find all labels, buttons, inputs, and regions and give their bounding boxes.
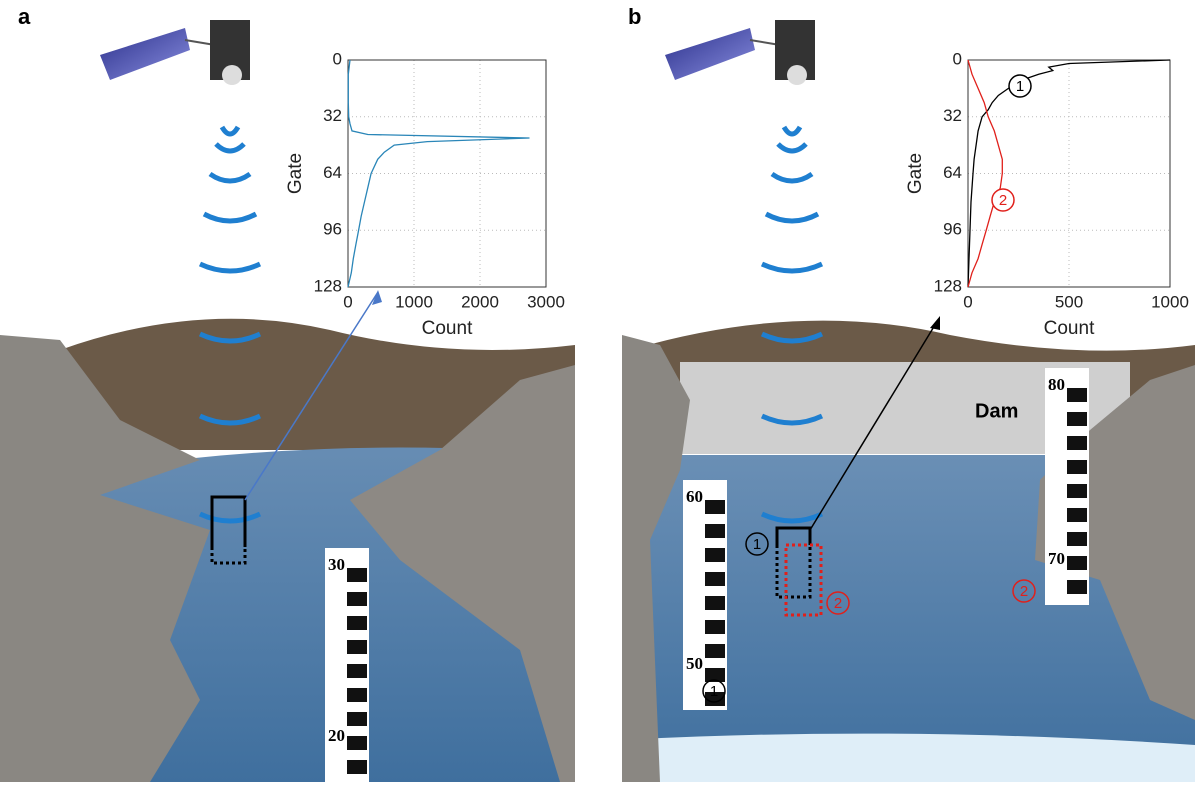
y-tick-label: 96 — [323, 220, 342, 239]
gauge-number: 80 — [1048, 375, 1065, 394]
gauge-mark — [705, 620, 725, 634]
gauge-number: 50 — [686, 654, 703, 673]
gauge-mark — [1067, 508, 1087, 522]
y-tick-label: 64 — [943, 163, 962, 182]
gauge-mark — [705, 524, 725, 538]
gauge-mark — [1067, 580, 1087, 594]
pulse — [204, 214, 256, 221]
marker-label: 2 — [1020, 583, 1028, 600]
panel-label: a — [18, 4, 31, 29]
x-axis-label: Count — [422, 318, 473, 339]
gauge-mark — [705, 644, 725, 658]
gauge-mark — [1067, 532, 1087, 546]
x-tick-label: 500 — [1055, 292, 1083, 311]
y-tick-label: 32 — [943, 106, 962, 125]
pulse — [200, 264, 260, 271]
gauge-mark — [347, 688, 367, 702]
x-tick-label: 0 — [343, 292, 352, 311]
marker-label: 1 — [710, 683, 718, 700]
marker-label: 2 — [834, 595, 842, 612]
y-tick-label: 32 — [323, 106, 342, 125]
gauge-number: 70 — [1048, 549, 1065, 568]
x-axis-label: Count — [1044, 318, 1095, 339]
pulse — [778, 144, 806, 151]
gauge-mark — [347, 640, 367, 654]
gauge-mark — [1067, 388, 1087, 402]
y-tick-label: 128 — [934, 276, 962, 295]
gauge-mark — [347, 736, 367, 750]
gauge-mark — [347, 664, 367, 678]
gauge-number: 30 — [328, 555, 345, 574]
x-tick-label: 0 — [963, 292, 972, 311]
y-axis-label: Gate — [285, 153, 306, 194]
y-tick-label: 0 — [953, 49, 962, 68]
x-tick-label: 3000 — [527, 292, 565, 311]
pulse — [222, 127, 238, 134]
pulse — [784, 127, 800, 134]
x-tick-label: 1000 — [1151, 292, 1189, 311]
marker-label: 1 — [753, 536, 761, 553]
gauge-mark — [1067, 436, 1087, 450]
gauge-number: 60 — [686, 487, 703, 506]
pulse — [210, 174, 250, 181]
y-tick-label: 96 — [943, 220, 962, 239]
x-tick-label: 1000 — [395, 292, 433, 311]
pulse — [762, 264, 822, 271]
x-tick-label: 2000 — [461, 292, 499, 311]
gauge-mark — [705, 596, 725, 610]
scene-a — [0, 319, 575, 782]
dam-label: Dam — [975, 400, 1018, 422]
y-axis-label: Gate — [905, 153, 926, 194]
gauge-mark — [347, 592, 367, 606]
figure: 302060508070 a b Dam 1221010002000300003… — [0, 0, 1201, 782]
gauge-mark — [1067, 412, 1087, 426]
gauge-mark — [347, 568, 367, 582]
y-tick-label: 64 — [323, 163, 342, 182]
pulse — [766, 214, 818, 221]
gauge-mark — [347, 616, 367, 630]
legend-label: 2 — [999, 192, 1007, 209]
gauge-mark — [347, 760, 367, 774]
gauge-mark — [1067, 556, 1087, 570]
legend-label: 1 — [1016, 78, 1024, 95]
y-tick-label: 0 — [333, 49, 342, 68]
pulse — [216, 144, 244, 151]
pulse — [772, 174, 812, 181]
y-tick-label: 128 — [314, 276, 342, 295]
gauge-mark — [1067, 484, 1087, 498]
gauge-mark — [705, 548, 725, 562]
panel-label: b — [628, 4, 641, 29]
gauge-mark — [347, 712, 367, 726]
gauge-mark — [1067, 460, 1087, 474]
gauge-number: 20 — [328, 726, 345, 745]
gauge-mark — [705, 572, 725, 586]
gauge-mark — [705, 500, 725, 514]
